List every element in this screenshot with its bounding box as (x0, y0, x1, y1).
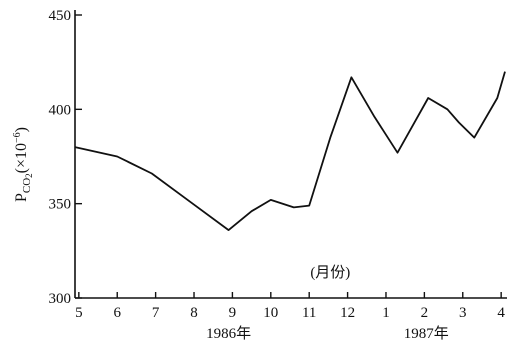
y-tick-label: 350 (49, 197, 72, 213)
month-annotation: (月份) (310, 264, 350, 281)
x-tick-label: 4 (497, 305, 505, 321)
x-tick-label: 5 (75, 305, 83, 321)
y-tick-label: 300 (49, 291, 72, 307)
x-tick-label: 7 (152, 305, 160, 321)
year-label: 1986年 (206, 325, 251, 342)
x-tick-label: 11 (302, 305, 316, 321)
x-tick-label: 12 (340, 305, 355, 321)
y-tick-label: 400 (49, 102, 72, 118)
y-axis-title-text: PCO2(×10−6) (12, 127, 34, 202)
x-tick-label: 6 (113, 305, 121, 321)
x-tick-label: 9 (229, 305, 237, 321)
x-axis-ticks: 5 6 7 8 9 10 11 12 1 2 3 4 (75, 292, 505, 321)
x-tick-label: 2 (421, 305, 429, 321)
plot-area (74, 10, 507, 299)
y-tick-label: 450 (49, 8, 72, 24)
x-tick-label: 3 (459, 305, 467, 321)
x-tick-label: 10 (263, 305, 278, 321)
year-labels: 1986年 1987年 (206, 325, 449, 342)
x-tick-label: 1 (382, 305, 390, 321)
x-tick-label: 8 (190, 305, 198, 321)
y-axis-title: PCO2(×10−6) (12, 127, 34, 202)
y-axis-ticks: 300 350 400 450 (49, 8, 82, 307)
year-label: 1987年 (404, 325, 449, 342)
series-line (74, 71, 506, 232)
